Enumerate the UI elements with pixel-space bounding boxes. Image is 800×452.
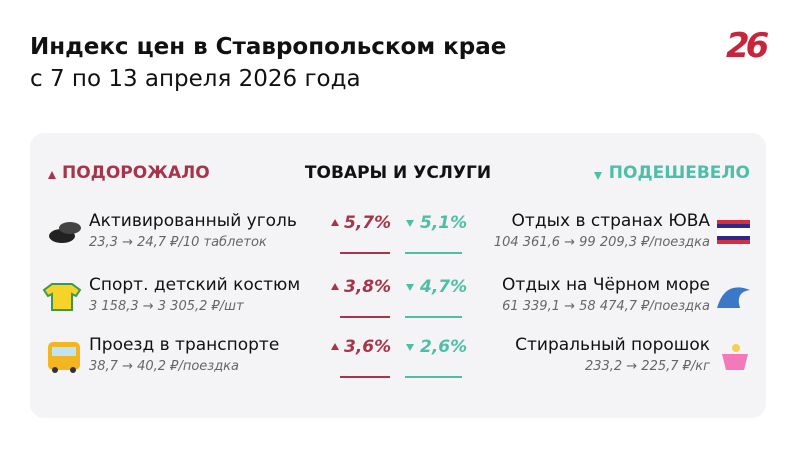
icon	[59, 222, 81, 234]
icon	[722, 354, 748, 370]
icon	[732, 344, 740, 352]
up-header: ПОДОРОЖАЛО	[62, 163, 210, 183]
item-detail: 61 339,1 → 58 474,7 ₽/поездка	[502, 299, 710, 314]
item-name: Отдых в странах ЮВА	[511, 211, 710, 231]
icon	[52, 367, 58, 373]
icon	[331, 283, 339, 290]
icon	[406, 220, 414, 227]
item-detail: 3 158,3 → 3 305,2 ₽/шт	[89, 299, 244, 314]
change: 3,6%	[344, 337, 392, 357]
item-detail: 233,2 → 225,7 ₽/кг	[584, 359, 710, 374]
logo: 26	[726, 26, 769, 66]
down-header: ПОДЕШЕВЕЛО	[608, 163, 750, 183]
change: 4,7%	[420, 277, 468, 297]
subtitle: с 7 по 13 апреля 2026 года	[30, 66, 361, 92]
change: 3,8%	[344, 277, 392, 297]
icon	[717, 220, 750, 224]
icon	[42, 283, 82, 311]
title: Индекс цен в Ставропольском крае	[30, 34, 507, 60]
panel	[30, 133, 766, 418]
icon	[717, 240, 750, 244]
item-name: Стиральный порошок	[515, 335, 710, 355]
icon	[331, 343, 339, 350]
icon	[717, 287, 750, 308]
item-name: Отдых на Чёрном море	[502, 275, 710, 295]
icon	[70, 367, 76, 373]
item-name: Активированный уголь	[89, 211, 297, 231]
icon	[406, 344, 414, 351]
item-detail: 38,7 → 40,2 ₽/поездка	[89, 359, 240, 374]
change: 5,1%	[420, 213, 468, 233]
item-name: Спорт. детский костюм	[89, 275, 301, 295]
icon	[406, 284, 414, 291]
item-name: Проезд в транспорте	[89, 335, 280, 355]
item-detail: 23,3 → 24,7 ₽/10 таблеток	[89, 235, 267, 250]
icon	[331, 219, 339, 226]
icon	[717, 228, 750, 236]
change: 2,6%	[420, 337, 468, 357]
change: 5,7%	[344, 213, 392, 233]
icon	[52, 347, 76, 356]
item-detail: 104 361,6 → 99 209,3 ₽/поездка	[493, 235, 710, 250]
center-header: ТОВАРЫ И УСЛУГИ	[304, 163, 492, 183]
